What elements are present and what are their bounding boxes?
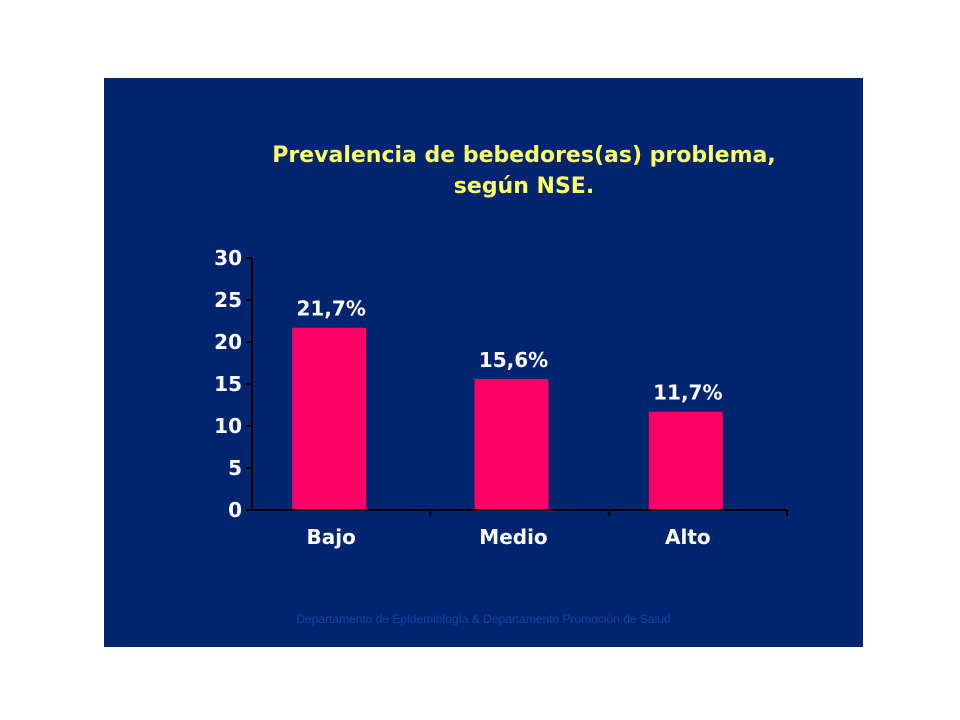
- bar-chart: 21,7% Bajo 15,6% Medio 11,7% Alto 0 5 10 15 20 25 30: [214, 246, 788, 549]
- slide-background: Prevalencia de bebedores(as) problema, s…: [104, 78, 863, 647]
- data-label-alto: 11,7%: [653, 381, 722, 405]
- y-tick-label-25: 25: [214, 288, 242, 312]
- data-label-medio: 15,6%: [479, 348, 548, 372]
- chart-title-line-2: según NSE.: [453, 174, 595, 199]
- x-tick-label-bajo: Bajo: [306, 525, 355, 549]
- y-tick-label-20: 20: [214, 330, 242, 354]
- x-tick-label-alto: Alto: [665, 525, 711, 549]
- y-tick-label-0: 0: [228, 498, 242, 522]
- chart-title-line-1: Prevalencia de bebedores(as) problema,: [272, 143, 776, 168]
- y-tick-label-15: 15: [214, 372, 242, 396]
- chart-title: Prevalencia de bebedores(as) problema, s…: [244, 140, 804, 202]
- footer-note: Departamento de Epidemiología & Departam…: [296, 612, 671, 626]
- bar-bajo: [292, 327, 367, 510]
- x-tick-label-medio: Medio: [479, 525, 547, 549]
- y-tick-label-30: 30: [214, 246, 242, 270]
- data-label-bajo: 21,7%: [296, 297, 365, 321]
- bar-alto: [648, 411, 723, 510]
- bar-medio: [474, 378, 549, 510]
- y-tick-label-10: 10: [214, 414, 242, 438]
- y-tick-label-5: 5: [228, 456, 242, 480]
